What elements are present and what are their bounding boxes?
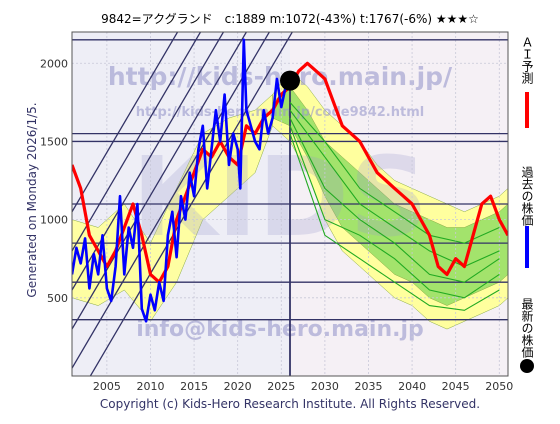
x-tick-label: 2005 [93, 380, 121, 393]
x-tick-label: 2040 [398, 380, 426, 393]
trend-line [72, 32, 248, 330]
axes: 2005 2010 2015 2020 2025 2030 2035 2040 2045 2050… [40, 31, 513, 393]
x-tick-label: 2010 [136, 380, 164, 393]
scenario-line [289, 133, 500, 311]
scenario-line [289, 125, 500, 299]
y-tick-label: 2000 [40, 57, 68, 70]
scenario-line [289, 102, 500, 244]
y-tick-label: 500 [47, 292, 68, 305]
series [72, 38, 508, 323]
x-tick-label: 2015 [180, 380, 208, 393]
legend-current-swatch [520, 359, 534, 373]
plot-frame [71, 31, 509, 377]
copyright-footer: Copyright (c) Kids-Hero Research Institu… [100, 397, 480, 411]
watermark-email: info@kids-hero.main.jp [136, 317, 424, 342]
y-tick-label: 1500 [40, 135, 68, 148]
legend-ai-label: ＡＩ予測 [520, 36, 534, 85]
history-line [72, 38, 292, 323]
x-tick-label: 2035 [354, 380, 382, 393]
x-tick-label: 2025 [267, 380, 295, 393]
y-tick-label: 1000 [40, 214, 68, 227]
watermark-sub-url: http://kids-hero.main.jp/code9842.html [136, 105, 424, 120]
trend-line [72, 32, 225, 291]
x-tick-label: 2030 [311, 380, 339, 393]
current-price-dot [280, 70, 300, 91]
legend-current-label: 最新の株価 [520, 298, 534, 358]
trend-line [72, 32, 179, 213]
x-tick-label: 2020 [224, 380, 252, 393]
watermarks: http://kids-hero.main.jp/ http://kids-he… [108, 62, 453, 342]
generated-date-label: Generated on Monday 2026/1/5. [25, 102, 39, 297]
x-tick-label: 2050 [485, 380, 513, 393]
legend-history-label: 過去の株価 [520, 166, 534, 226]
trend-line [72, 32, 202, 252]
trend-line [89, 32, 294, 376]
watermark-url: http://kids-hero.main.jp/ [108, 62, 453, 91]
x-tick-label: 2045 [442, 380, 470, 393]
scenario-line [289, 117, 500, 283]
chart-header: 9842=アクグランド c:1889 m:1072(-43%) t:1767(-… [101, 12, 479, 26]
